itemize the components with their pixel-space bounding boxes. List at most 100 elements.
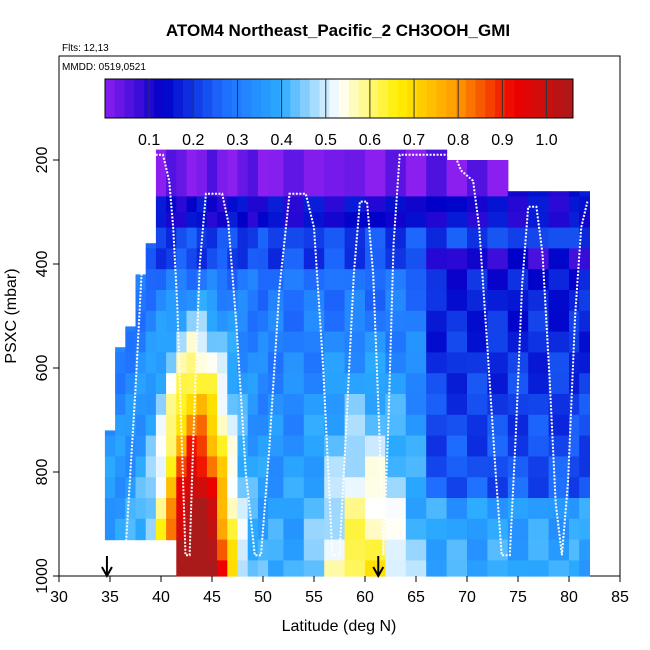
colorbar-swatch — [465, 79, 476, 118]
heat-cell — [217, 414, 228, 437]
heat-cell — [569, 539, 580, 561]
colorbar-tick-label: 0.8 — [447, 132, 469, 149]
heat-cell — [237, 394, 249, 416]
heat-cell — [115, 518, 126, 541]
heat-cell — [196, 373, 208, 395]
heat-cell — [196, 196, 208, 213]
heat-cell — [196, 269, 208, 291]
heat-cell — [283, 560, 305, 577]
heat-cell — [467, 227, 488, 249]
heat-cell — [125, 414, 137, 437]
heat-cell — [125, 518, 137, 541]
heat-cell — [283, 394, 305, 416]
heat-cell — [569, 498, 580, 520]
heat-cell — [206, 149, 218, 197]
heat-cell — [569, 191, 580, 197]
heat-cell — [344, 196, 366, 213]
colorbar-tick-label: 0.2 — [182, 132, 204, 149]
heat-cell — [196, 539, 208, 561]
heat-cell — [528, 331, 550, 353]
heat-cell — [268, 435, 284, 457]
heat-cell — [186, 352, 198, 374]
heat-cell — [446, 498, 468, 520]
heat-cell — [257, 212, 269, 229]
heat-cell — [196, 290, 208, 312]
heat-cell — [467, 560, 488, 577]
heat-cell — [405, 518, 427, 541]
heat-cell — [426, 310, 448, 333]
heat-cell — [283, 227, 305, 249]
heat-cell — [467, 518, 488, 541]
heat-cell — [405, 196, 427, 213]
heat-cell — [385, 149, 407, 197]
heat-cell — [227, 414, 239, 437]
date-label: MMDD: 0519,0521 — [62, 62, 146, 73]
x-tick-label: 55 — [305, 589, 323, 606]
heat-cell — [426, 269, 448, 291]
heat-cell — [217, 149, 228, 197]
colorbar-swatch — [153, 79, 164, 118]
heat-cell — [446, 248, 468, 270]
heat-cell — [365, 477, 386, 499]
colorbar-swatch — [280, 79, 291, 118]
heat-cell — [155, 373, 167, 395]
colorbar-swatch — [329, 79, 340, 118]
heat-cell — [257, 373, 269, 395]
heat-cell — [268, 269, 284, 291]
heat-cell — [217, 518, 228, 541]
heat-cell — [217, 212, 228, 229]
heat-cell — [528, 191, 550, 197]
heat-cell — [446, 269, 468, 291]
heat-cell — [166, 435, 177, 457]
heat-cell — [548, 227, 570, 249]
heat-cell — [145, 310, 157, 333]
heat-cell — [324, 290, 346, 312]
heat-cell — [227, 394, 239, 416]
heat-cell — [579, 373, 590, 395]
heat-cell — [166, 310, 177, 333]
heat-cell — [257, 331, 269, 353]
heat-cell — [548, 212, 570, 229]
heat-cell — [186, 290, 198, 312]
heat-cell — [507, 269, 529, 291]
heat-cell — [155, 290, 167, 312]
heat-cell — [569, 248, 580, 270]
heat-cell — [125, 326, 137, 333]
heat-cell — [257, 269, 269, 291]
heat-cell — [303, 248, 325, 270]
heat-cell — [283, 498, 305, 520]
heat-cell — [467, 160, 488, 197]
heat-cell — [569, 212, 580, 229]
colorbar-swatch — [251, 79, 262, 118]
heat-cell — [268, 394, 284, 416]
heat-cell — [344, 456, 366, 478]
heat-cell — [405, 539, 427, 561]
heat-cell — [206, 560, 218, 577]
heat-cell — [115, 373, 126, 395]
heat-cell — [487, 518, 509, 541]
y-tick-label: 200 — [34, 147, 51, 174]
heat-cell — [166, 248, 177, 270]
heat-cell — [125, 394, 137, 416]
heat-cell — [237, 477, 249, 499]
heat-cell — [268, 149, 284, 197]
heat-cell — [155, 248, 167, 270]
heat-cell — [344, 331, 366, 353]
heat-cell — [507, 331, 529, 353]
heat-cell — [145, 352, 157, 374]
heat-cell — [467, 456, 488, 478]
heat-cell — [324, 310, 346, 333]
heat-cell — [467, 477, 488, 499]
heat-cell — [166, 331, 177, 353]
colorbar-tick-label: 0.1 — [138, 132, 160, 149]
heat-cell — [324, 227, 346, 249]
heat-cell — [344, 352, 366, 374]
heat-cell — [303, 373, 325, 395]
heat-cell — [467, 196, 488, 213]
heat-cell — [145, 518, 157, 541]
heat-cell — [268, 518, 284, 541]
heat-cell — [365, 394, 386, 416]
heat-cell — [257, 435, 269, 457]
heat-cell — [227, 196, 239, 213]
heat-cell — [115, 394, 126, 416]
